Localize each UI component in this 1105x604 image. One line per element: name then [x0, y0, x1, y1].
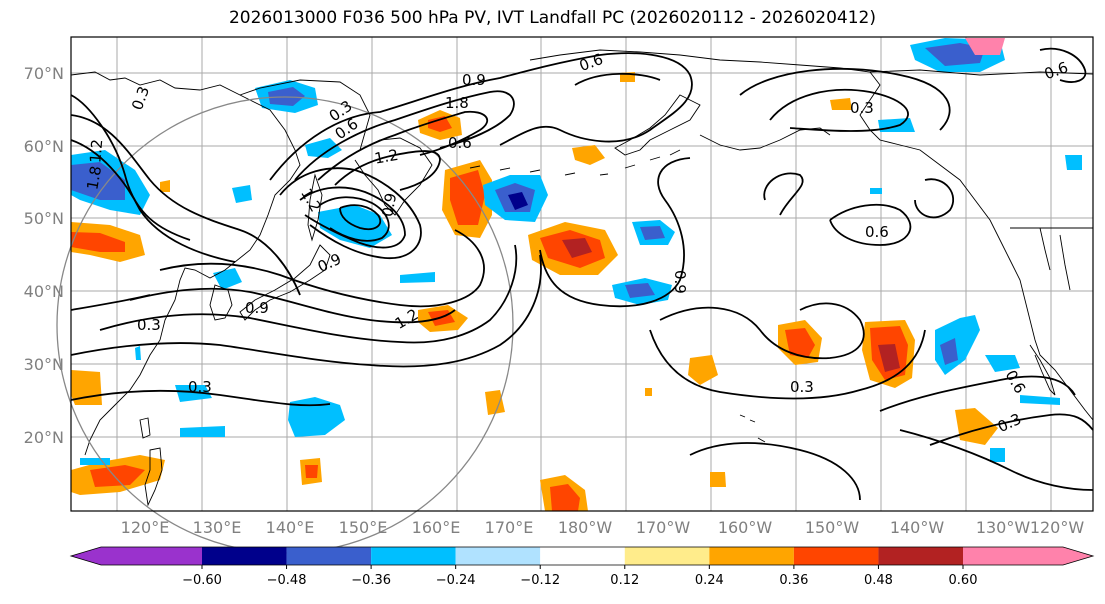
lon-label: 130°W [976, 518, 1031, 537]
contour-label: 0.3 [850, 99, 874, 117]
lat-label: 70°N [24, 64, 64, 83]
contour-label: 1.2 [373, 146, 400, 168]
colorbar-tick-label: −0.36 [351, 573, 391, 588]
lon-label: 120°E [121, 518, 170, 537]
contour-label: 1.2 [86, 138, 106, 163]
colorbar-segment [624, 547, 710, 565]
lon-label: 170°E [485, 518, 534, 537]
chart-title: 2026013000 F036 500 hPa PV, IVT Landfall… [228, 8, 876, 28]
contour-label: 0.9 [671, 270, 689, 294]
colorbar-segment [371, 547, 456, 565]
lon-label: 150°E [339, 518, 388, 537]
contour-label: 1.8 [445, 94, 469, 112]
colorbar-segment [540, 547, 625, 565]
longitude-labels: 120°E 130°E 140°E 150°E 160°E 170°E 180°… [121, 518, 1085, 537]
lat-label: 50°N [24, 209, 64, 228]
lat-label: 40°N [24, 282, 64, 301]
pv-anomaly-fills [71, 38, 1082, 511]
contour-label: 1.8 [83, 165, 105, 192]
lon-label: 120°W [1030, 518, 1085, 537]
map-frame [70, 36, 1094, 512]
lat-label: 60°N [24, 137, 64, 156]
contour-label: 0.3 [790, 378, 814, 396]
colorbar-outline [69, 546, 1095, 566]
lon-label: 150°W [805, 518, 860, 537]
contour-label: 0.9 [378, 192, 400, 219]
colorbar-segment [455, 547, 541, 565]
lon-label: 140°E [266, 518, 315, 537]
colorbar-segment [202, 547, 287, 565]
colorbar-segment [878, 547, 963, 565]
colorbar-tick-label: 0.48 [864, 573, 893, 588]
colorbar-tick-label: 0.24 [695, 573, 724, 588]
lat-label: 20°N [24, 428, 64, 447]
lon-label: 160°E [412, 518, 461, 537]
colorbar-tick-label: 0.36 [779, 573, 808, 588]
lon-label: 140°W [890, 518, 945, 537]
coastlines [70, 49, 1094, 507]
contour-label: 0.3 [137, 316, 161, 334]
latitude-labels: 70°N 60°N 50°N 40°N 30°N 20°N [24, 64, 64, 447]
lat-label: 30°N [24, 355, 64, 374]
contour-label: 0.3 [188, 378, 212, 396]
lon-label: 170°W [636, 518, 691, 537]
colorbar-tick-label: −0.48 [267, 573, 307, 588]
contour-label: 0.6 [448, 134, 472, 152]
lon-label: 130°E [193, 518, 242, 537]
contour-label: 0.9 [245, 299, 269, 317]
colorbar-segment [963, 547, 1093, 565]
colorbar-segment [709, 547, 794, 565]
lon-label: 160°W [718, 518, 773, 537]
colorbar-tick-label: 0.60 [949, 573, 978, 588]
colorbar-tick-label: 0.12 [610, 573, 639, 588]
contour-label: 0.9 [462, 71, 486, 89]
colorbar-tick-label: −0.12 [520, 573, 560, 588]
colorbar-segment [286, 547, 372, 565]
colorbar: −0.60 −0.48 −0.36 −0.24 −0.12 0.12 0.24 0.36 0.4… [69, 546, 1095, 588]
colorbar-tick-label: −0.60 [182, 573, 222, 588]
colorbar-segment [71, 547, 202, 565]
contour-label: 0.6 [865, 223, 889, 241]
pv-contours [70, 47, 1094, 501]
lon-label: 180°W [558, 518, 613, 537]
graticule [71, 37, 1093, 511]
colorbar-segment [793, 547, 879, 565]
colorbar-tick-label: −0.24 [436, 573, 476, 588]
